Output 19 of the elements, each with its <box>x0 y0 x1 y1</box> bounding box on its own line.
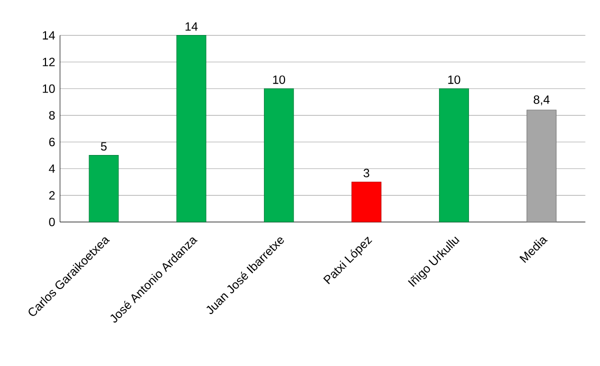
y-tick-label: 12 <box>42 58 55 66</box>
y-tick-label: 2 <box>49 191 55 200</box>
y-tick-label: 14 <box>42 31 55 40</box>
data-label: 5 <box>100 142 107 151</box>
data-label: 8,4 <box>534 95 550 106</box>
data-label: 14 <box>186 22 198 31</box>
data-label: 3 <box>364 168 370 178</box>
bar <box>439 88 469 222</box>
data-label: 10 <box>448 75 460 84</box>
data-label: 10 <box>273 75 286 84</box>
bar <box>352 182 382 222</box>
bar <box>88 155 119 222</box>
bar <box>264 88 294 222</box>
bar <box>176 35 206 222</box>
y-tick-label: 8 <box>49 111 55 120</box>
y-tick-label: 4 <box>48 164 55 173</box>
y-tick-label: 0 <box>49 218 55 226</box>
y-tick-label: 10 <box>42 84 55 93</box>
y-tick-label: 6 <box>49 138 55 146</box>
